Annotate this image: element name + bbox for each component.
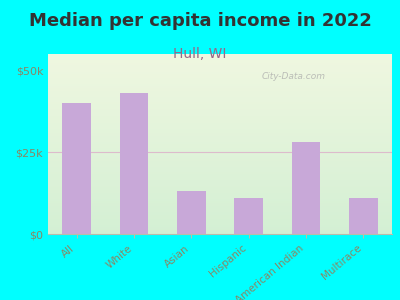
Bar bbox=[349, 198, 378, 234]
Bar bbox=[234, 198, 263, 234]
Text: Median per capita income in 2022: Median per capita income in 2022 bbox=[28, 12, 372, 30]
Bar bbox=[177, 191, 206, 234]
Bar bbox=[120, 93, 148, 234]
Bar bbox=[62, 103, 91, 234]
Bar bbox=[292, 142, 320, 234]
Text: City-Data.com: City-Data.com bbox=[261, 72, 325, 81]
Text: Hull, WI: Hull, WI bbox=[173, 46, 227, 61]
